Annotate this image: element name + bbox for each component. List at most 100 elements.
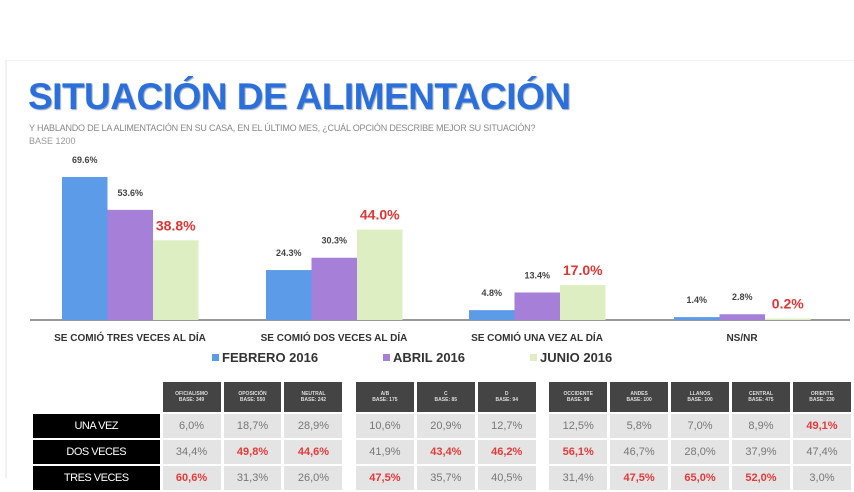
legend-swatch <box>212 354 219 361</box>
data-label: 44.0% <box>360 207 400 223</box>
column-gap <box>539 466 547 490</box>
row-label: TRES VECES <box>33 466 160 490</box>
page-title: SITUACIÓN DE ALIMENTACIÓN <box>28 76 571 117</box>
table-cell: 12,7% <box>477 414 536 438</box>
bar <box>469 310 515 320</box>
table-row: DOS VECES 34,4% 49,8% 44,6% 41,9% 43,4% 46,2% 5… <box>33 440 851 464</box>
bar <box>674 317 720 320</box>
column-header: ANDES BASE: 100 <box>610 382 669 412</box>
bar <box>62 177 108 320</box>
header-label: OCCIDENTE <box>563 391 593 397</box>
header-base: BASE: 100 <box>626 397 652 403</box>
data-label: 17.0% <box>563 262 603 278</box>
column-gap <box>539 382 547 412</box>
header-base: BASE: 349 <box>178 397 205 403</box>
table-cell: 47,5% <box>355 466 414 490</box>
legend-item-junio: JUNIO 2016 <box>530 350 612 365</box>
column-header: ORIENTE BASE: 230 <box>792 382 851 412</box>
bar-chart: SE COMIÓ TRES VECES AL DÍA SE COMIÓ DOS V… <box>30 155 850 344</box>
header-label: C <box>443 391 448 397</box>
column-header: D BASE: 94 <box>477 382 536 412</box>
column-gap <box>345 414 353 438</box>
header-base: BASE: 100 <box>687 397 713 403</box>
legend-label: JUNIO 2016 <box>540 350 613 365</box>
header-label: OFICIALISMO <box>175 391 208 397</box>
question-text: Y HABLANDO DE LA ALIMENTACIÓN EN SU CASA… <box>29 123 536 133</box>
legend-item-febrero: FEBRERO 2016 <box>212 350 318 365</box>
category-label: SE COMIÓ TRES VECES AL DÍA <box>54 331 206 344</box>
row-label: DOS VECES <box>33 440 160 464</box>
data-label: 38.8% <box>156 217 196 233</box>
column-header: NEUTRAL BASE: 242 <box>284 382 343 412</box>
table-row: UNA VEZ 6,0% 18,7% 28,9% 10,6% 20,9% 12,7% 12,5… <box>33 414 851 438</box>
bar <box>266 270 312 320</box>
bar <box>514 292 560 320</box>
table-header-row: OFICIALISMO BASE: 349 OPOSICIÓN BASE: 550 NE… <box>33 382 851 412</box>
data-label: 0.2% <box>772 296 804 312</box>
sample-base: BASE 1200 <box>29 136 76 146</box>
header-label: OPOSICIÓN <box>238 391 267 397</box>
column-header: OFICIALISMO BASE: 349 <box>162 382 221 412</box>
legend-label: ABRIL 2016 <box>393 350 466 365</box>
column-gap <box>345 466 353 490</box>
table-cell: 44,6% <box>284 440 343 464</box>
table-cell: 7,0% <box>671 414 729 438</box>
column-gap <box>345 440 353 464</box>
header-label: ORIENTE <box>810 391 834 397</box>
column-header: CENTRAL BASE: 475 <box>731 382 790 412</box>
bar <box>719 314 765 320</box>
header-base: BASE: 230 <box>809 397 835 403</box>
category-label: SE COMIÓ UNA VEZ AL DÍA <box>471 331 603 344</box>
data-label: 13.4% <box>524 270 550 280</box>
header-base: BASE: 85 <box>434 397 458 403</box>
table-cell: 49,8% <box>223 440 282 464</box>
table-cell: 12,5% <box>549 414 608 438</box>
table-row: TRES VECES 60,6% 31,3% 26,0% 47,5% 35,7% 40,5%… <box>33 466 851 490</box>
table-cell: 28,0% <box>671 440 729 464</box>
table-cell: 34,4% <box>162 440 221 464</box>
header-base: BASE: 550 <box>239 397 266 403</box>
legend-label: FEBRERO 2016 <box>222 350 319 365</box>
header-label: D <box>504 391 509 397</box>
bar <box>560 285 606 320</box>
table-cell: 31,3% <box>223 466 282 490</box>
bar <box>765 318 811 320</box>
data-label: 30.3% <box>321 236 347 246</box>
table-cell: 65,0% <box>671 466 729 490</box>
header-base: BASE: 242 <box>300 397 327 403</box>
table-cell: 60,6% <box>162 466 221 490</box>
data-label: 53.6% <box>117 188 143 198</box>
table-cell: 28,9% <box>284 414 343 438</box>
blank-header <box>33 382 160 412</box>
row-label: UNA VEZ <box>33 414 160 438</box>
table-cell: 3,0% <box>792 466 851 490</box>
table-cell: 43,4% <box>416 440 475 464</box>
header-base: BASE: 94 <box>495 397 518 403</box>
table-cell: 35,7% <box>416 466 475 490</box>
data-label: 69.6% <box>72 155 98 165</box>
bar <box>311 257 357 320</box>
header-base: BASE: 175 <box>372 397 398 403</box>
header-label: LLANOS <box>689 391 711 397</box>
column-header: C BASE: 85 <box>416 382 475 412</box>
data-label: 1.4% <box>686 295 707 305</box>
legend-item-abril: ABRIL 2016 <box>383 350 465 365</box>
column-header: OCCIDENTE BASE: 98 <box>549 382 608 412</box>
table-cell: 56,1% <box>549 440 608 464</box>
table-cell: 6,0% <box>162 414 221 438</box>
table-cell: 52,0% <box>731 466 790 490</box>
data-label: 4.8% <box>481 288 502 298</box>
column-header: LLANOS BASE: 100 <box>671 382 729 412</box>
data-label: 24.3% <box>276 248 302 258</box>
table-cell: 31,4% <box>549 466 608 490</box>
table-cell: 47,4% <box>792 440 851 464</box>
header-base: BASE: 98 <box>566 397 590 403</box>
column-gap <box>539 414 547 438</box>
table-cell: 8,9% <box>731 414 790 438</box>
data-label: 2.8% <box>732 292 753 302</box>
table-cell: 20,9% <box>416 414 475 438</box>
header-label: CENTRAL <box>749 391 773 397</box>
bar <box>357 229 403 320</box>
table-cell: 47,5% <box>610 466 669 490</box>
header-base: BASE: 475 <box>748 397 774 403</box>
